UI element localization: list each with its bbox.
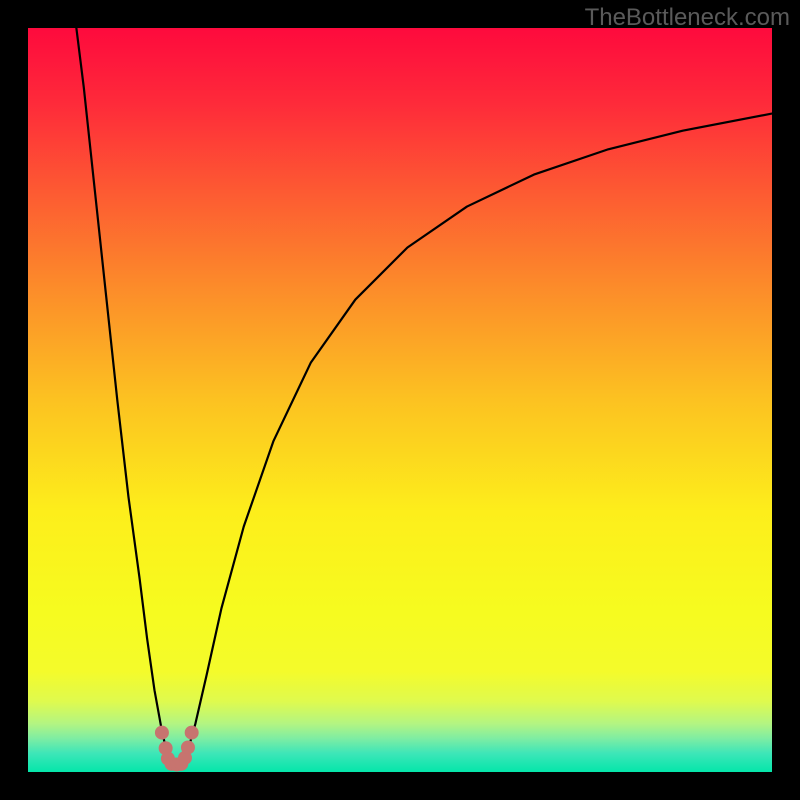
marker-point — [181, 741, 194, 754]
marker-point — [155, 726, 168, 739]
chart-container: TheBottleneck.com — [0, 0, 800, 800]
bottleneck-chart — [0, 0, 800, 800]
marker-point — [185, 726, 198, 739]
plot-background-gradient — [28, 28, 772, 772]
